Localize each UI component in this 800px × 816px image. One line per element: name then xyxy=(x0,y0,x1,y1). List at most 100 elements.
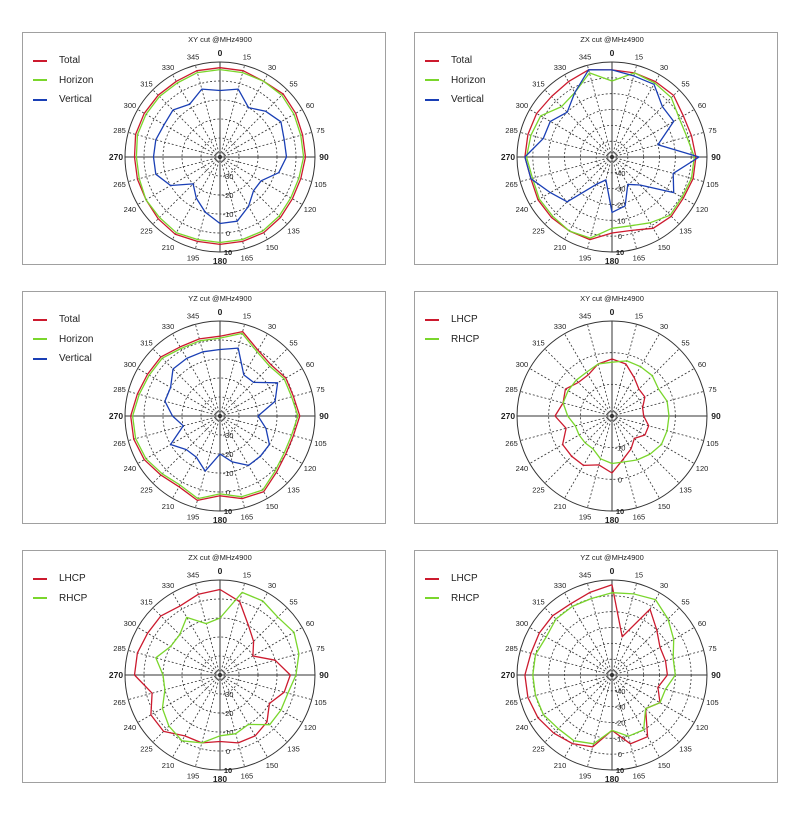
theta-tick-label: 300 xyxy=(516,619,529,628)
theta-tick-label: 270 xyxy=(109,152,123,162)
theta-tick-label: 225 xyxy=(140,486,153,495)
theta-tick-label: 55 xyxy=(289,79,297,88)
theta-tick-label: 120 xyxy=(304,205,317,214)
chart-legend: LHCP RHCP xyxy=(33,569,87,608)
theta-tick-label: 210 xyxy=(162,243,175,252)
chart-title: XY cut @MHz4900 xyxy=(580,294,644,303)
grid-spoke xyxy=(137,368,221,417)
theta-tick-label: 60 xyxy=(306,360,314,369)
theta-tick-label: 0 xyxy=(218,48,223,58)
theta-tick-label: 105 xyxy=(706,698,719,707)
theta-tick-label: 210 xyxy=(554,502,567,511)
grid-spoke xyxy=(564,74,613,158)
theta-tick-label: 210 xyxy=(554,761,567,770)
theta-tick-label: 330 xyxy=(554,63,567,72)
legend-swatch xyxy=(33,577,47,580)
theta-tick-label: 300 xyxy=(516,360,529,369)
legend-label: Total xyxy=(451,55,473,67)
radial-tick-label: -40 xyxy=(615,687,626,696)
theta-tick-label: 165 xyxy=(241,512,254,521)
grid-spoke xyxy=(219,74,268,158)
theta-tick-label: 55 xyxy=(681,79,689,88)
chart-legend: Total Horizon Vertical xyxy=(33,310,93,369)
theta-tick-label: 150 xyxy=(266,243,279,252)
theta-tick-label: 120 xyxy=(696,464,709,473)
theta-tick-label: 330 xyxy=(162,63,175,72)
theta-tick-label: 90 xyxy=(319,152,329,162)
theta-tick-label: 135 xyxy=(287,227,300,236)
theta-tick-label: 315 xyxy=(532,79,545,88)
grid-spoke xyxy=(137,109,221,158)
series-line-horizon xyxy=(135,68,305,244)
theta-tick-label: 135 xyxy=(287,486,300,495)
series-line-vertical xyxy=(524,69,700,214)
theta-tick-label: 240 xyxy=(516,464,529,473)
theta-tick-label: 330 xyxy=(554,581,567,590)
legend-swatch xyxy=(425,59,439,62)
theta-tick-label: 90 xyxy=(711,670,721,680)
theta-tick-label: 60 xyxy=(306,619,314,628)
legend-item: Total xyxy=(425,51,485,71)
theta-tick-label: 30 xyxy=(660,322,668,331)
grid-spoke xyxy=(128,674,221,700)
chart-legend: Total Horizon Vertical xyxy=(425,51,485,110)
polar-chart-panel: XY cut @MHz4900 0 15 30 55 60 75 90 105 120 135 150… xyxy=(22,32,386,266)
grid-spoke xyxy=(137,415,221,464)
grid-spoke xyxy=(219,109,303,158)
polar-chart-svg: YZ cut @MHz4900 0 15 30 55 60 75 90 105 120 135 150… xyxy=(109,294,329,525)
radial-tick-label: 10 xyxy=(224,248,232,257)
legend-label: Horizon xyxy=(451,74,486,86)
radial-tick-label: -10 xyxy=(615,216,626,225)
theta-tick-label: 195 xyxy=(579,771,592,780)
theta-tick-label: 345 xyxy=(579,53,592,62)
polar-chart-svg: XY cut @MHz4900 0 15 30 55 60 75 90 105 120 135 150… xyxy=(501,294,721,525)
theta-tick-label: 225 xyxy=(140,227,153,236)
theta-tick-label: 225 xyxy=(532,227,545,236)
theta-tick-label: 300 xyxy=(124,360,137,369)
theta-tick-label: 345 xyxy=(187,53,200,62)
theta-tick-label: 75 xyxy=(316,385,324,394)
legend-swatch xyxy=(425,577,439,580)
polar-chart-panel: YZ cut @MHz4900 0 15 30 55 60 75 90 105 120 135 150… xyxy=(22,291,386,525)
radial-tick-label: 10 xyxy=(224,766,232,775)
chart-legend: Total Horizon Vertical xyxy=(33,51,93,110)
theta-tick-label: 30 xyxy=(268,581,276,590)
theta-tick-label: 265 xyxy=(113,439,126,448)
legend-item: LHCP xyxy=(33,569,87,589)
theta-tick-label: 55 xyxy=(289,338,297,347)
grid-spoke xyxy=(219,65,245,158)
grid-spoke xyxy=(128,391,221,417)
theta-tick-label: 60 xyxy=(306,101,314,110)
grid-spoke xyxy=(128,415,221,441)
legend-swatch xyxy=(33,318,47,321)
grid-spoke xyxy=(544,607,613,676)
theta-tick-label: 55 xyxy=(289,597,297,606)
theta-tick-label: 55 xyxy=(681,597,689,606)
legend-label: Vertical xyxy=(59,94,92,106)
legend-swatch xyxy=(33,357,47,360)
legend-item: Vertical xyxy=(425,90,485,110)
theta-tick-label: 165 xyxy=(633,512,646,521)
theta-tick-label: 180 xyxy=(605,774,619,784)
theta-tick-label: 165 xyxy=(241,253,254,262)
series-line-rhcp xyxy=(155,591,300,744)
radial-tick-label: 10 xyxy=(224,507,232,516)
theta-tick-label: 75 xyxy=(708,385,716,394)
legend-label: Total xyxy=(59,55,81,67)
chart-title: XY cut @MHz4900 xyxy=(188,35,252,44)
theta-tick-label: 60 xyxy=(698,360,706,369)
theta-tick-label: 225 xyxy=(532,745,545,754)
theta-tick-label: 210 xyxy=(554,243,567,252)
radial-tick-label: 0 xyxy=(618,750,622,759)
theta-tick-label: 60 xyxy=(698,619,706,628)
polar-chart-panel: YZ cut @MHz4900 0 15 30 55 60 75 90 105 120 135 150… xyxy=(414,550,778,784)
grid-spoke xyxy=(172,674,221,758)
grid-spoke xyxy=(219,592,268,676)
theta-tick-label: 300 xyxy=(124,101,137,110)
grid-spoke xyxy=(564,415,613,499)
theta-tick-label: 315 xyxy=(532,597,545,606)
legend-label: Horizon xyxy=(59,74,94,86)
theta-tick-label: 270 xyxy=(109,411,123,421)
theta-tick-label: 315 xyxy=(140,597,153,606)
theta-tick-label: 345 xyxy=(187,312,200,321)
